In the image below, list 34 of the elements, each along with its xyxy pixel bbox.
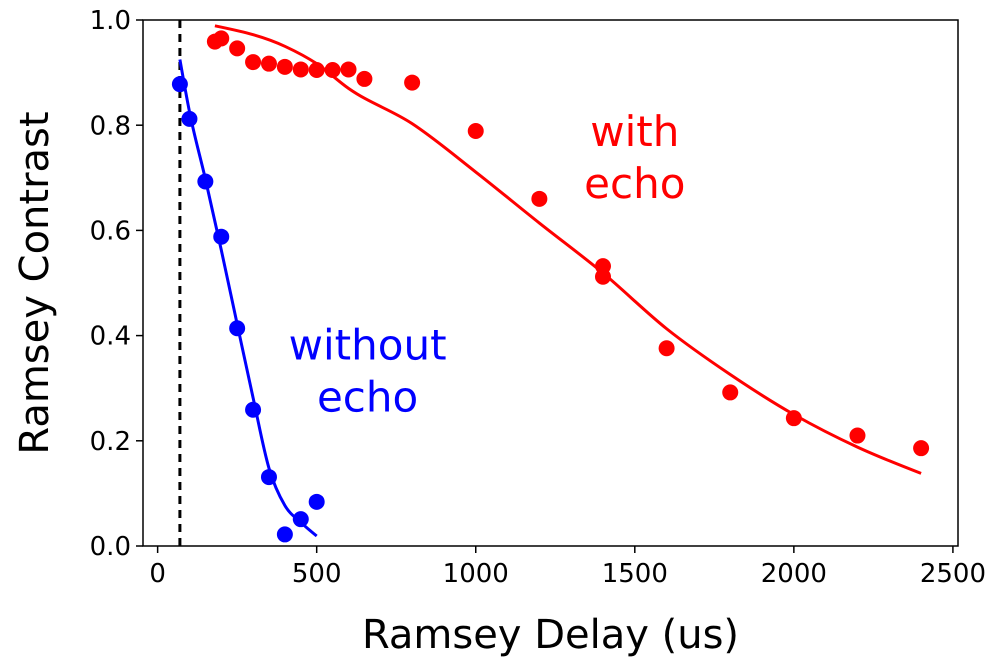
y-tick-label: 0.8 <box>90 111 131 142</box>
x-tick-label: 1000 <box>442 559 509 589</box>
point <box>245 54 262 70</box>
series-label: without echo <box>288 320 447 422</box>
point <box>292 61 309 78</box>
point <box>260 56 277 72</box>
point <box>913 440 930 456</box>
point <box>722 384 738 400</box>
y-tick-label: 0.0 <box>90 532 131 562</box>
point <box>308 494 325 510</box>
point <box>276 58 293 75</box>
x-tick-label: 2000 <box>760 559 827 589</box>
point <box>849 428 866 444</box>
point <box>213 30 230 46</box>
y-tick-label: 1.0 <box>90 6 131 36</box>
x-tick-label: 2500 <box>920 559 986 589</box>
line-series <box>213 24 923 475</box>
x-axis-title: Ramsey Delay (us) <box>362 612 740 658</box>
series-label: with echo <box>584 107 686 208</box>
point <box>658 340 675 356</box>
point <box>531 190 548 207</box>
y-tick-label: 0.2 <box>90 426 131 457</box>
x-tick-label: 0 <box>149 559 166 589</box>
point <box>340 61 356 78</box>
x-tick-label: 500 <box>292 559 342 589</box>
y-tick-label: 0.4 <box>90 322 131 352</box>
point <box>404 74 420 91</box>
point <box>276 526 293 542</box>
y-axis-title: Ramsey Contrast <box>12 111 58 455</box>
x-tick-label: 1500 <box>602 559 668 589</box>
point <box>468 122 484 139</box>
y-tick-label: 0.6 <box>90 216 131 246</box>
point <box>356 70 372 87</box>
point <box>229 40 246 56</box>
